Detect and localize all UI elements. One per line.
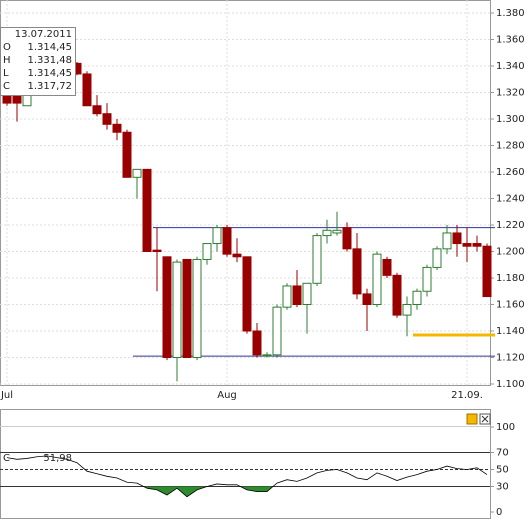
info-value: 1.331,48 — [27, 55, 72, 66]
candle-body — [322, 229, 332, 237]
candle-body — [212, 227, 222, 245]
candle-body — [392, 274, 402, 316]
y-tick-label: 1.200 — [496, 247, 525, 258]
y-tick-label: 1.160 — [496, 300, 525, 311]
info-key: O — [3, 42, 11, 53]
candle-body — [2, 94, 12, 104]
close-cross — [481, 415, 489, 423]
main-plot: 1.100 1.120 1.140 1.160 1.180 1.200 1.220 1.240… — [0, 0, 525, 401]
info-value: 1.314,45 — [27, 42, 72, 53]
candle-body — [282, 285, 292, 308]
y-tick-label: 70 — [496, 448, 509, 459]
info-box: 13.07.2011 O 1.314,45 H 1.331,48 L 1.314,45 C 1.… — [0, 27, 76, 96]
candle-body — [82, 73, 92, 107]
y-tick-label: 100 — [496, 422, 515, 433]
y-tick-label: 1.100 — [496, 379, 525, 390]
candle-body — [142, 168, 152, 253]
candle-body — [462, 243, 472, 247]
legend-label: C — [3, 453, 10, 464]
candle-body — [362, 293, 372, 305]
sub-plot: 100 70 50 30 0 C 51,98 — [0, 422, 515, 518]
sub-panel — [0, 409, 491, 519]
candle-body — [252, 330, 262, 356]
candle-body — [452, 232, 462, 245]
candle-body — [302, 282, 312, 305]
y-tick-label: 1.380 — [496, 8, 525, 19]
candle-body — [472, 243, 482, 247]
info-value: 1.314,45 — [27, 68, 72, 79]
y-tick-label: 1.300 — [496, 114, 525, 125]
y-tick-label: 1.360 — [496, 35, 525, 46]
y-tick-label: 1.320 — [496, 88, 525, 99]
candle-body — [482, 245, 492, 298]
candle-body — [172, 261, 182, 359]
candle-body — [132, 168, 142, 178]
candle-body — [262, 354, 272, 357]
candle-body — [102, 113, 112, 125]
info-value: 1.317,72 — [27, 81, 72, 92]
info-key: C — [3, 81, 10, 92]
candle-body — [312, 235, 322, 284]
candle-body — [422, 266, 432, 292]
y-tick-label: 1.240 — [496, 194, 525, 205]
x-tick-label: 21.09. — [451, 390, 483, 401]
x-tick-label: Aug — [217, 390, 237, 401]
oversold-area — [7, 486, 487, 497]
candle-body — [442, 232, 452, 250]
info-date: 13.07.2011 — [15, 29, 72, 40]
y-tick-label: 50 — [496, 465, 509, 476]
candle-body — [342, 227, 352, 250]
candle-body — [272, 306, 282, 356]
candle-body — [222, 227, 232, 255]
indicator-line — [6, 455, 488, 498]
legend-value: 51,98 — [43, 453, 72, 464]
candle-body — [192, 258, 202, 359]
y-tick-label: 1.140 — [496, 326, 525, 337]
candle-body — [352, 248, 362, 295]
candle-body — [112, 123, 122, 133]
y-tick-label: 1.180 — [496, 273, 525, 284]
settings-icon[interactable] — [466, 413, 478, 425]
candle-body — [122, 131, 132, 178]
candle-body — [152, 249, 162, 253]
info-key: H — [3, 55, 11, 66]
candle-body — [432, 248, 442, 268]
y-tick-label: 1.340 — [496, 61, 525, 72]
y-tick-label: 1.220 — [496, 220, 525, 231]
candle-body — [332, 229, 342, 234]
info-key: L — [3, 68, 9, 79]
y-tick-label: 1.280 — [496, 141, 525, 152]
candle-body — [412, 290, 422, 305]
candle-body — [292, 285, 302, 306]
candle-body — [92, 105, 102, 115]
candle-body — [372, 253, 382, 305]
candle-body — [182, 258, 192, 359]
candle-body — [382, 258, 392, 276]
candle-body — [202, 243, 212, 260]
x-tick-label: Jul — [0, 390, 13, 401]
y-tick-label: 30 — [496, 482, 509, 493]
y-tick-label: 1.120 — [496, 353, 525, 364]
candle-body — [232, 253, 242, 258]
candle-body — [402, 304, 412, 316]
candle-body — [242, 256, 252, 332]
y-tick-label: 0 — [496, 507, 502, 518]
candle-body — [162, 256, 172, 358]
y-tick-label: 1.260 — [496, 167, 525, 178]
info-frame — [0, 27, 76, 96]
